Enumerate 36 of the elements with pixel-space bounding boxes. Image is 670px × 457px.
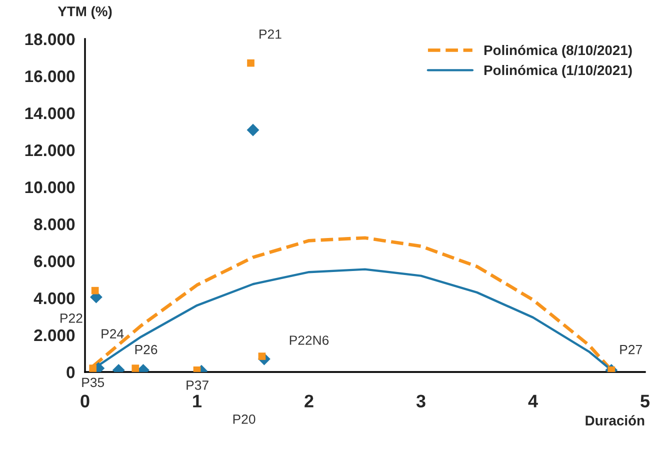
point xyxy=(608,366,616,372)
y-tick-label: 8.000 xyxy=(34,218,75,230)
x-axis-title: Duración xyxy=(586,415,644,426)
y-tick-label: 6.000 xyxy=(34,255,75,268)
point xyxy=(246,124,260,136)
y-tick-label: 4.000 xyxy=(34,292,75,304)
text: P20 xyxy=(233,414,256,424)
x-tick-label: 4 xyxy=(528,394,538,408)
x-tick-label: 2 xyxy=(304,394,314,408)
point xyxy=(132,364,140,372)
legend-label: Polinómica (8/10/2021) xyxy=(484,44,632,58)
y-tick-label: 18.000 xyxy=(25,33,75,46)
annotation: P22N6 xyxy=(290,336,329,345)
legend-label: Polinómica (1/10/2021) xyxy=(484,64,632,78)
x-tick-label: 5 xyxy=(640,394,650,408)
point xyxy=(89,364,97,372)
point xyxy=(247,59,254,67)
y-tick-label: 16.000 xyxy=(25,70,75,82)
annotation: P24 xyxy=(102,329,124,338)
y-tick-label: 2.000 xyxy=(34,329,75,342)
y-tick-label: 0 xyxy=(66,366,75,378)
annotation: P26 xyxy=(135,344,158,354)
annotation: P35 xyxy=(82,378,104,388)
annotation: P27 xyxy=(620,344,642,354)
annotation: P22 xyxy=(60,313,82,323)
x-tick-label: 0 xyxy=(80,394,90,408)
y-tick-label: 10.000 xyxy=(25,181,75,194)
point xyxy=(91,286,99,294)
annotation: P21 xyxy=(260,29,282,39)
annotation: P37 xyxy=(186,380,208,390)
x-tick-label: 1 xyxy=(193,394,202,408)
y-axis-title: YTM (%) xyxy=(58,6,112,20)
y-tick-label: 12.000 xyxy=(25,144,75,156)
y-tick-label: 14.000 xyxy=(25,107,75,120)
x-tick-label: 3 xyxy=(416,394,426,408)
point xyxy=(193,366,201,372)
